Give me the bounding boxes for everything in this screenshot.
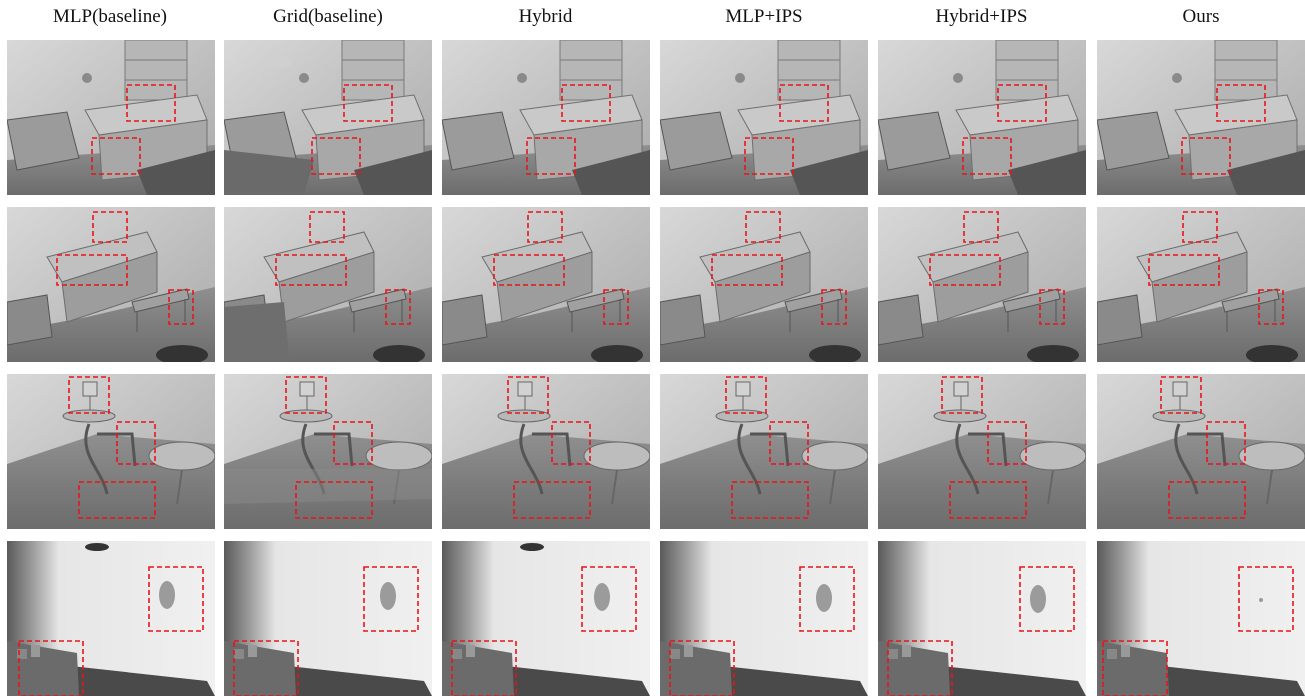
panel-scene-4-mlp-baseline	[7, 541, 215, 696]
highlight-box	[92, 211, 128, 243]
highlight-box	[1160, 376, 1202, 414]
highlight-box	[1206, 421, 1246, 465]
highlight-box	[343, 84, 393, 122]
panel-scene-3-mlp-baseline	[7, 374, 215, 529]
highlight-box	[779, 84, 829, 122]
highlight-box	[116, 421, 156, 465]
highlight-box	[285, 376, 327, 414]
highlight-box	[1102, 640, 1168, 696]
column-header-mlp-baseline: MLP(baseline)	[53, 6, 167, 27]
panel-scene-2-hybrid	[442, 207, 650, 362]
panel-scene-2-grid-baseline	[224, 207, 432, 362]
column-header-hybrid-ips: Hybrid+IPS	[935, 6, 1028, 27]
highlight-box	[493, 254, 565, 286]
highlight-box	[669, 640, 735, 696]
highlight-box	[581, 566, 637, 632]
panel-scene-4-ours	[1097, 541, 1305, 696]
panel-scene-2-mlp-ips	[660, 207, 868, 362]
highlight-box	[769, 421, 809, 465]
highlight-box	[821, 289, 847, 325]
panel-scene-4-mlp-ips	[660, 541, 868, 696]
column-header-hybrid: Hybrid	[518, 6, 573, 27]
highlight-box	[1039, 289, 1065, 325]
highlight-box	[987, 421, 1027, 465]
panel-scene-2-hybrid-ips	[878, 207, 1086, 362]
highlight-box	[91, 137, 141, 175]
column-header-mlp-ips: MLP+IPS	[725, 6, 803, 27]
highlight-box	[929, 254, 1001, 286]
highlight-box	[451, 640, 517, 696]
highlight-box	[603, 289, 629, 325]
highlight-box	[963, 211, 999, 243]
highlight-box	[309, 211, 345, 243]
highlight-box	[385, 289, 411, 325]
panel-scene-3-hybrid-ips	[878, 374, 1086, 529]
highlight-box	[126, 84, 176, 122]
highlight-box	[56, 254, 128, 286]
column-header-ours: Ours	[1182, 6, 1220, 27]
panel-scene-3-ours	[1097, 374, 1305, 529]
highlight-box	[1238, 566, 1294, 632]
column-header-grid-baseline: Grid(baseline)	[273, 6, 383, 27]
highlight-box	[799, 566, 855, 632]
highlight-box	[551, 421, 591, 465]
highlight-box	[333, 421, 373, 465]
highlight-box	[1182, 211, 1218, 243]
panel-scene-1-hybrid-ips	[878, 40, 1086, 195]
panel-scene-1-ours	[1097, 40, 1305, 195]
highlight-box	[148, 566, 204, 632]
panel-scene-4-hybrid	[442, 541, 650, 696]
highlight-box	[941, 376, 983, 414]
highlight-box	[744, 137, 794, 175]
highlight-box	[275, 254, 347, 286]
highlight-box	[561, 84, 611, 122]
panel-scene-1-mlp-baseline	[7, 40, 215, 195]
highlight-box	[507, 376, 549, 414]
highlight-box	[997, 84, 1047, 122]
highlight-box	[233, 640, 299, 696]
highlight-box	[1181, 137, 1231, 175]
panel-scene-2-mlp-baseline	[7, 207, 215, 362]
highlight-box	[311, 137, 361, 175]
panel-scene-4-grid-baseline	[224, 541, 432, 696]
highlight-box	[363, 566, 419, 632]
panel-scene-1-hybrid	[442, 40, 650, 195]
highlight-box	[1216, 84, 1266, 122]
highlight-box	[962, 137, 1012, 175]
panel-scene-1-mlp-ips	[660, 40, 868, 195]
highlight-box	[1148, 254, 1220, 286]
highlight-box	[68, 376, 110, 414]
highlight-box	[168, 289, 194, 325]
panel-scene-1-grid-baseline	[224, 40, 432, 195]
highlight-box	[745, 211, 781, 243]
highlight-box	[526, 137, 576, 175]
highlight-box	[725, 376, 767, 414]
panel-scene-3-hybrid	[442, 374, 650, 529]
highlight-box	[711, 254, 783, 286]
panel-scene-3-grid-baseline	[224, 374, 432, 529]
highlight-box	[18, 640, 84, 696]
highlight-box	[1019, 566, 1075, 632]
panel-scene-4-hybrid-ips	[878, 541, 1086, 696]
panel-scene-3-mlp-ips	[660, 374, 868, 529]
panel-scene-2-ours	[1097, 207, 1305, 362]
highlight-box	[527, 211, 563, 243]
highlight-box	[1258, 289, 1284, 325]
highlight-box	[887, 640, 953, 696]
